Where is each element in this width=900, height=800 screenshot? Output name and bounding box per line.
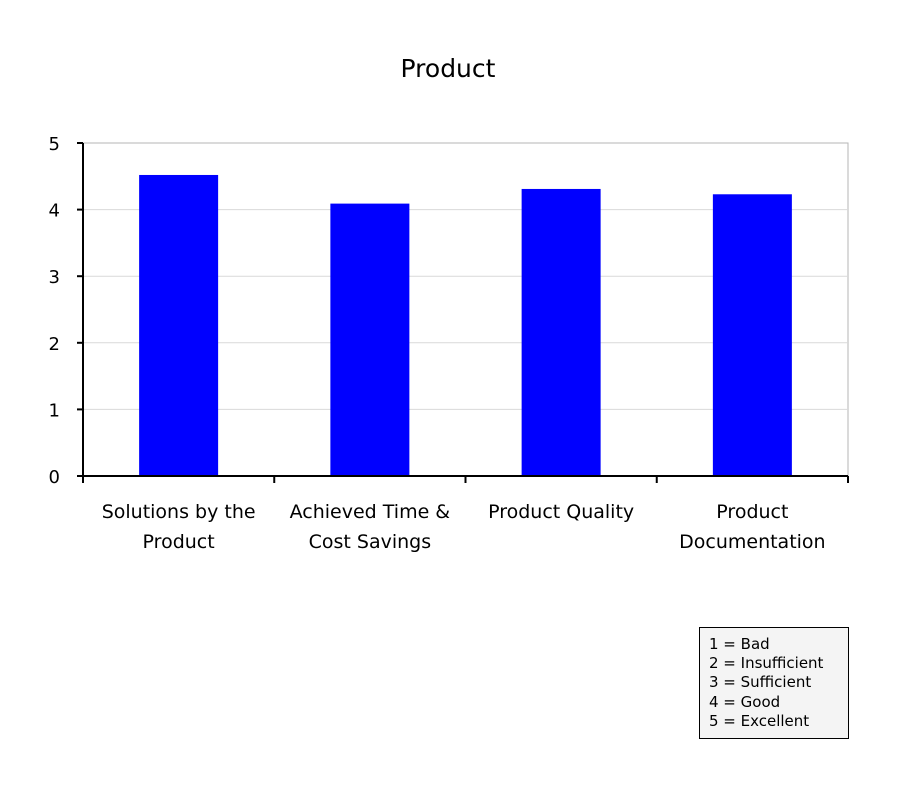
category-label-line: Cost Savings bbox=[308, 531, 432, 553]
y-tick-label-3: 3 bbox=[49, 267, 60, 288]
chart-title: Product bbox=[400, 54, 496, 83]
legend-item-3: 3 = Sufficient bbox=[709, 673, 812, 692]
category-label-line: Product bbox=[142, 531, 215, 553]
y-tick-label-2: 2 bbox=[49, 334, 60, 355]
bar-3 bbox=[521, 188, 601, 477]
rating-legend: 1 = Bad 2 = Insufficient 3 = Sufficient … bbox=[699, 627, 849, 739]
category-label-1: Solutions by the Product bbox=[89, 497, 269, 557]
legend-item-1: 1 = Bad bbox=[709, 635, 770, 653]
y-tick-label-4: 4 bbox=[49, 201, 60, 222]
bar-4 bbox=[712, 194, 792, 477]
y-tick-label-0: 0 bbox=[49, 467, 60, 488]
category-label-3: Product Quality bbox=[471, 497, 651, 527]
category-label-line: Documentation bbox=[679, 531, 826, 553]
category-label-line: Product Quality bbox=[488, 501, 635, 523]
bar-1 bbox=[139, 174, 219, 476]
category-label-line: Solutions by the bbox=[101, 501, 256, 523]
legend-item-2: 2 = Insufficient bbox=[709, 654, 824, 673]
y-tick-label-1: 1 bbox=[49, 400, 60, 421]
category-label-line: Product bbox=[716, 501, 789, 523]
legend-item-4: 4 = Good bbox=[709, 692, 781, 711]
legend-item-5: 5 = Excellent bbox=[709, 711, 810, 730]
bar-2 bbox=[330, 203, 410, 476]
category-label-2: Achieved Time & Cost Savings bbox=[280, 497, 460, 557]
category-label-4: Product Documentation bbox=[662, 497, 842, 557]
y-tick-label-5: 5 bbox=[49, 134, 60, 155]
category-label-line: Achieved Time & bbox=[289, 501, 451, 523]
